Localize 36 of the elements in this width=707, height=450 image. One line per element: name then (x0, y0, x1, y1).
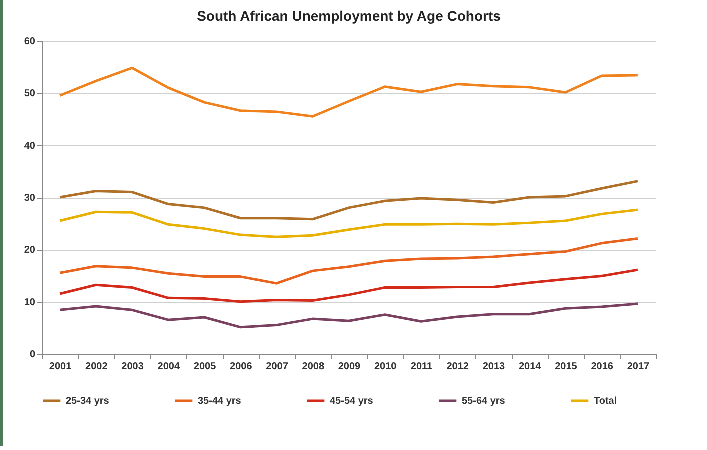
y-tick-label: 0 (30, 350, 36, 360)
y-tick-label: 40 (24, 140, 36, 152)
line-series (58, 66, 640, 118)
x-tick-label: 2002 (86, 362, 108, 372)
x-tick-label: 2012 (446, 362, 470, 372)
legend-label: 55-64 yrs (462, 396, 506, 407)
x-tick-label: 2015 (555, 362, 578, 372)
x-tick-label: 2005 (194, 362, 217, 372)
x-tick-label: 2007 (266, 362, 289, 372)
x-tick-label: 2001 (49, 362, 72, 372)
x-tick-label: 2016 (591, 362, 614, 372)
y-tick-label: 10 (24, 297, 36, 308)
line-series (58, 302, 640, 329)
line-series (58, 180, 640, 221)
x-tick-label: 2017 (627, 362, 650, 372)
line-series (58, 208, 640, 238)
x-tick-label: 2004 (158, 362, 180, 372)
legend-label: Total (594, 396, 618, 407)
y-tick-label: 20 (24, 245, 36, 256)
y-tick-label: 60 (24, 36, 36, 48)
x-tick-label: 2009 (338, 362, 362, 372)
x-tick-label: 2010 (374, 362, 398, 372)
legend-label: 25-34 yrs (66, 396, 110, 407)
legend-label: 45-54 yrs (330, 396, 374, 407)
chart-title: South African Unemployment by Age Cohorts (197, 8, 502, 24)
y-tick-label: 30 (24, 193, 36, 204)
y-tick-label: 50 (24, 88, 36, 100)
x-tick-label: 2011 (410, 362, 434, 372)
x-tick-label: 2008 (302, 362, 325, 372)
legend-label: 35-44 yrs (198, 396, 242, 407)
x-tick-label: 2006 (230, 362, 253, 372)
x-tick-label: 2003 (122, 362, 144, 372)
x-tick-label: 2014 (518, 362, 542, 372)
line-series (58, 237, 640, 285)
line-series (58, 268, 640, 304)
x-tick-label: 2013 (482, 362, 506, 372)
